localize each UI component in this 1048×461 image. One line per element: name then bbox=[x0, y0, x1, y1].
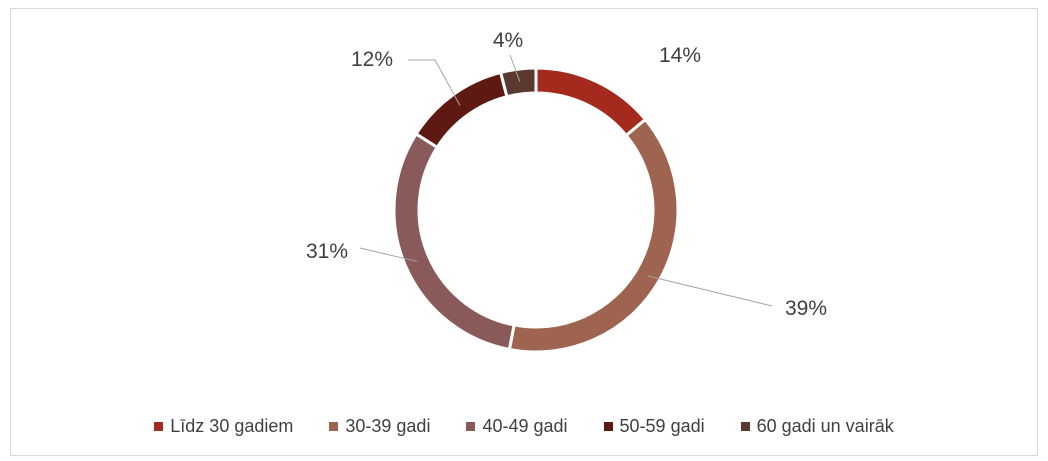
legend-item-1: Līdz 30 gadiem bbox=[154, 416, 293, 437]
legend-label: 40-49 gadi bbox=[482, 416, 568, 436]
data-label-2: 39% bbox=[785, 297, 827, 320]
data-label-4: 12% bbox=[351, 48, 393, 71]
legend-swatch bbox=[329, 422, 339, 431]
legend-label: 50-59 gadi bbox=[619, 416, 705, 436]
legend-swatch bbox=[154, 422, 164, 431]
legend-swatch bbox=[740, 422, 750, 431]
legend-label: 30-39 gadi bbox=[345, 416, 431, 436]
chart-legend: Līdz 30 gadiem 30-39 gadi 40-49 gadi 50-59 … bbox=[0, 416, 1048, 437]
legend-label: 60 gadi un vairāk bbox=[756, 416, 894, 436]
data-label-5: 4% bbox=[493, 29, 523, 52]
legend-item-5: 60 gadi un vairāk bbox=[740, 416, 894, 437]
donut-slices bbox=[392, 66, 680, 354]
leader-line-4 bbox=[408, 59, 461, 106]
legend-swatch bbox=[603, 422, 613, 431]
data-label-3: 31% bbox=[306, 240, 348, 263]
legend-item-4: 50-59 gadi bbox=[603, 416, 705, 437]
donut-slice-2 bbox=[507, 117, 680, 354]
leader-line-3 bbox=[359, 247, 418, 262]
donut-slice-3 bbox=[392, 131, 516, 352]
donut-slice-1 bbox=[534, 66, 648, 138]
leader-lines bbox=[359, 54, 773, 307]
legend-label: Līdz 30 gadiem bbox=[170, 416, 294, 436]
legend-swatch bbox=[466, 422, 476, 431]
legend-item-3: 40-49 gadi bbox=[466, 416, 568, 437]
data-labels: 14% 39% 31% 12% 4% bbox=[306, 29, 827, 320]
leader-line-2 bbox=[647, 275, 773, 307]
donut-slice-5 bbox=[498, 66, 538, 99]
data-label-1: 14% bbox=[659, 44, 701, 67]
donut-slice-4 bbox=[414, 70, 509, 150]
leader-line-5 bbox=[509, 54, 521, 82]
legend-item-2: 30-39 gadi bbox=[329, 416, 430, 437]
